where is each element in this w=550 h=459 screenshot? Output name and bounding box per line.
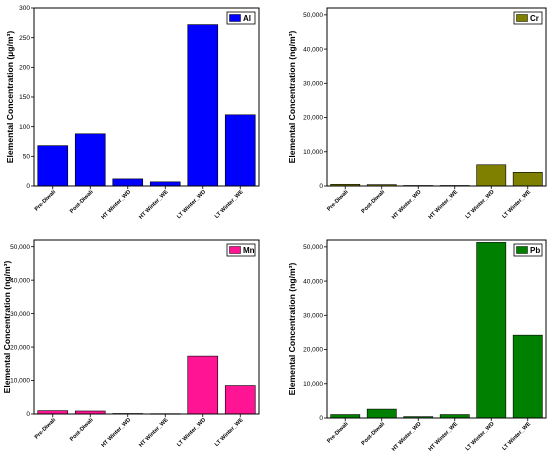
chart-panel-mn: 0 10,000 20,000 30,000 40,000 50,000 Pre-Diwal… [2, 239, 260, 449]
x-tick-label: HT Winter_WE [428, 189, 460, 221]
x-tick-label: HT Winter_WE [138, 189, 170, 221]
y-tick-label: 40,000 [303, 46, 323, 53]
bar-post-diwali [366, 408, 397, 419]
legend: Mn [226, 243, 256, 257]
chart-panel-pb: 0 10,000 20,000 30,000 40,000 50,000 Pre-Diwal… [287, 239, 547, 453]
y-tick-label: 50,000 [10, 244, 30, 251]
chart-panel-cr: 0 10,000 20,000 30,000 40,000 50,000 Pre-Diwal… [287, 7, 547, 221]
legend: Al [226, 11, 256, 25]
y-tick-label: 30,000 [303, 81, 323, 88]
y-axis-label: Elemental Concentration (ng/m³) [2, 260, 12, 393]
legend-label: Cr [530, 14, 539, 23]
y-tick-label: 50 [23, 154, 31, 161]
y-tick-label: 20,000 [303, 347, 323, 354]
plot-frame [326, 7, 547, 187]
y-tick-label: 40,000 [10, 277, 30, 284]
x-tick-label: Post-Diwali [69, 189, 95, 215]
legend-swatch [516, 14, 528, 22]
legend-label: Pb [530, 246, 540, 255]
x-tick-label: LT Winter_WE [501, 421, 532, 452]
x-tick-label: LT Winter_WD [465, 189, 496, 220]
x-tick-label: Pre-Diwali [326, 421, 350, 445]
x-tick-label: Post-Diwali [361, 189, 387, 215]
x-tick-label: LT Winter_WE [501, 189, 532, 220]
x-tick-label: Post-Diwali [361, 421, 387, 447]
x-tick-label: LT Winter_WD [176, 417, 207, 448]
y-tick-label: 50,000 [303, 12, 323, 19]
bar-lt-winter-wd [187, 355, 219, 415]
legend-swatch [516, 246, 528, 254]
y-tick-label: 0 [26, 411, 30, 418]
y-tick-label: 50,000 [303, 244, 323, 251]
y-tick-label: 40,000 [303, 278, 323, 285]
bar-lt-winter-we [512, 172, 543, 187]
y-tick-label: 0 [26, 183, 30, 190]
y-tick-label: 30,000 [10, 311, 30, 318]
y-axis-label: Elemental Concentration (ng/m³) [287, 30, 297, 163]
bar-pre-diwali [330, 414, 361, 419]
y-tick-label: 300 [19, 5, 30, 12]
legend-label: Al [243, 14, 251, 23]
legend-label: Mn [243, 246, 255, 255]
bar-ht-winter-we [149, 181, 181, 187]
x-tick-label: HT Winter_WE [138, 417, 170, 449]
bar-lt-winter-wd [187, 24, 219, 187]
x-tick-label: HT Winter_WD [100, 417, 132, 449]
legend-swatch [229, 246, 241, 254]
y-tick-label: 10,000 [10, 378, 30, 385]
y-tick-label: 0 [319, 183, 323, 190]
x-tick-label: HT Winter_WD [100, 189, 132, 221]
bar-pre-diwali [37, 410, 69, 415]
x-tick-label: Post-Diwali [69, 417, 95, 443]
legend: Pb [513, 243, 543, 257]
bar-pre-diwali [37, 145, 69, 187]
bar-lt-winter-we [512, 334, 543, 419]
x-tick-label: Pre-Diwali [34, 189, 58, 213]
y-tick-label: 150 [19, 94, 30, 101]
x-tick-label: LT Winter_WE [214, 417, 245, 448]
y-axis-label: Elemental Concentration (ng/m³) [287, 262, 297, 395]
y-tick-label: 10,000 [303, 149, 323, 156]
x-tick-label: HT Winter_WD [391, 421, 423, 453]
x-tick-label: HT Winter_WE [428, 421, 460, 453]
x-tick-label: LT Winter_WD [465, 421, 496, 452]
y-tick-label: 10,000 [303, 381, 323, 388]
bar-lt-winter-wd [476, 164, 507, 187]
bar-lt-winter-wd [476, 242, 507, 419]
plot-frame [326, 239, 547, 419]
bar-lt-winter-we [224, 114, 256, 187]
legend-swatch [229, 14, 241, 22]
x-tick-label: Pre-Diwali [34, 417, 58, 441]
legend: Cr [513, 11, 543, 25]
y-tick-label: 100 [19, 124, 30, 131]
bar-post-diwali [74, 133, 106, 187]
plot-frame [33, 239, 260, 415]
x-tick-label: HT Winter_WD [391, 189, 423, 221]
x-tick-label: LT Winter_WD [176, 189, 207, 220]
x-tick-label: LT Winter_WE [214, 189, 245, 220]
y-tick-label: 250 [19, 35, 30, 42]
bar-lt-winter-we [224, 385, 256, 415]
x-tick-label: Pre-Diwali [326, 189, 350, 213]
y-tick-label: 0 [319, 415, 323, 422]
y-tick-label: 30,000 [303, 313, 323, 320]
y-tick-label: 20,000 [10, 344, 30, 351]
bar-ht-winter-we [439, 414, 470, 419]
y-tick-label: 20,000 [303, 115, 323, 122]
y-tick-label: 200 [19, 65, 30, 72]
bar-ht-winter-wd [112, 178, 144, 187]
y-axis-label: Elemental Concentration (µg/m³) [5, 31, 15, 164]
